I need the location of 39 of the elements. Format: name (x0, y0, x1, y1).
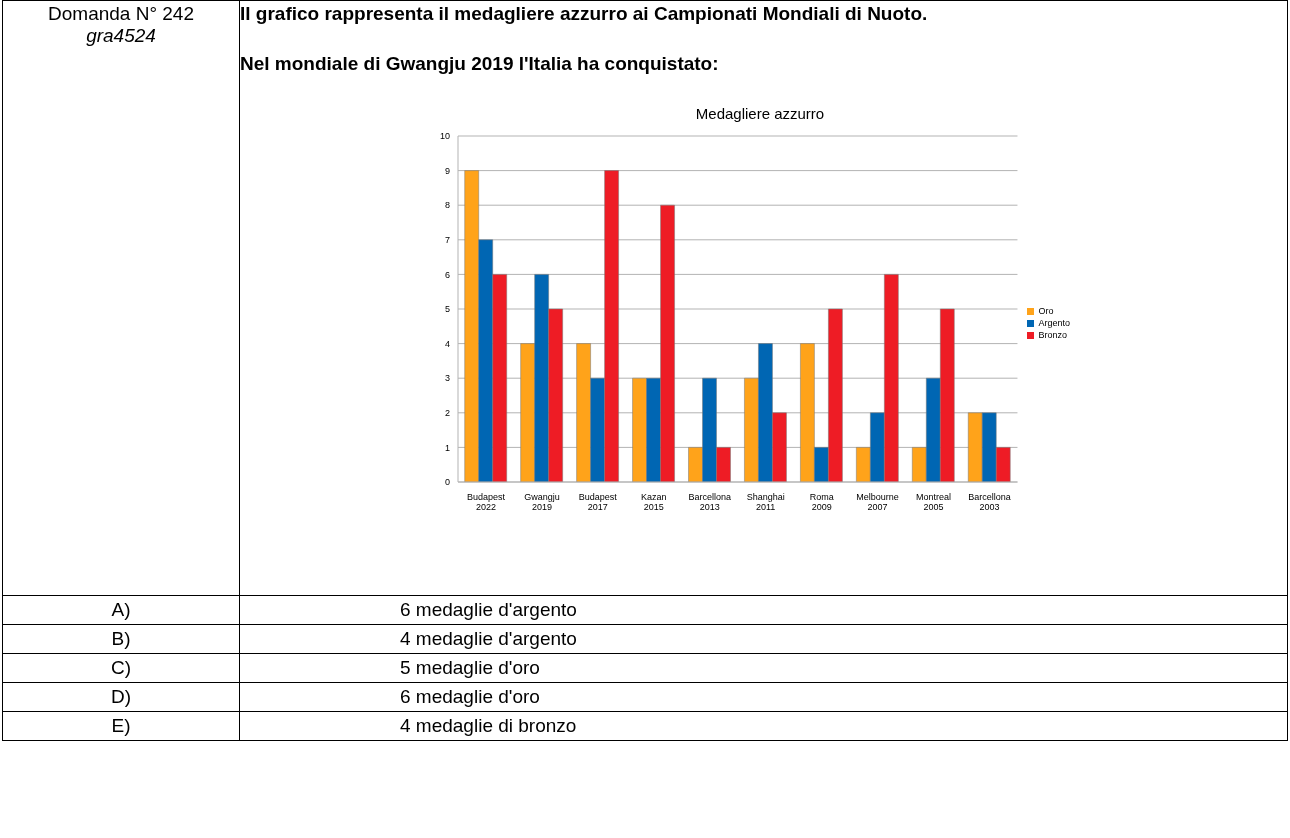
y-tick-label: 8 (444, 200, 450, 211)
x-tick-label: Montreal 2005 (916, 492, 952, 512)
y-tick-label: 1 (444, 442, 450, 453)
text: E) (2, 711, 240, 741)
y-tick-label: 3 (444, 373, 450, 384)
x-tick-label: Barcellona 2013 (688, 492, 732, 512)
y-tick-label: 7 (444, 234, 450, 245)
y-tick-label: 5 (444, 304, 450, 315)
text: C) (2, 653, 240, 683)
x-tick-label: Budapest 2022 (466, 492, 506, 512)
text: D) (2, 682, 240, 712)
text: B) (2, 624, 240, 654)
x-tick-label: Gwangju 2019 (524, 492, 560, 512)
y-tick-label: 9 (444, 165, 450, 176)
x-tick-label: Kazan 2015 (641, 492, 667, 512)
y-tick-label: 0 (444, 477, 450, 488)
x-tick-label: Melbourne 2007 (856, 492, 899, 512)
text: 6 medaglie d'oro (239, 682, 1288, 712)
text: 4 medaglie di bronzo (239, 711, 1288, 741)
x-tick-label: Budapest 2017 (578, 492, 618, 512)
chart-title: Medagliere azzurro (694, 105, 826, 122)
text: gra4524 (85, 25, 157, 47)
x-tick-label: Barcellona 2003 (968, 492, 1011, 512)
y-tick-label: 4 (444, 338, 450, 349)
x-tick-label: Roma 2009 (809, 492, 834, 512)
text: 5 medaglie d'oro (239, 653, 1288, 683)
x-tick-label: Shanghai 2011 (746, 492, 785, 512)
text: A) (2, 595, 240, 625)
text: Il grafico rappresenta il medagliere azzurro ai Campionati Mondiali di Nuoto. (240, 3, 929, 25)
text: 4 medaglie d'argento (239, 624, 1288, 654)
y-tick-label: 10 (439, 131, 450, 142)
legend-label: Oro (1038, 306, 1054, 316)
y-tick-label: 2 (444, 407, 450, 418)
text: Domanda N° 242 (47, 3, 195, 25)
legend-label: Bronzo (1038, 330, 1067, 340)
legend-label: Argento (1038, 318, 1070, 328)
text: 6 medaglie d'argento (239, 595, 1288, 625)
y-tick-label: 6 (444, 269, 450, 280)
text: Nel mondiale di Gwangju 2019 l'Italia ha conquistato: (240, 53, 720, 75)
